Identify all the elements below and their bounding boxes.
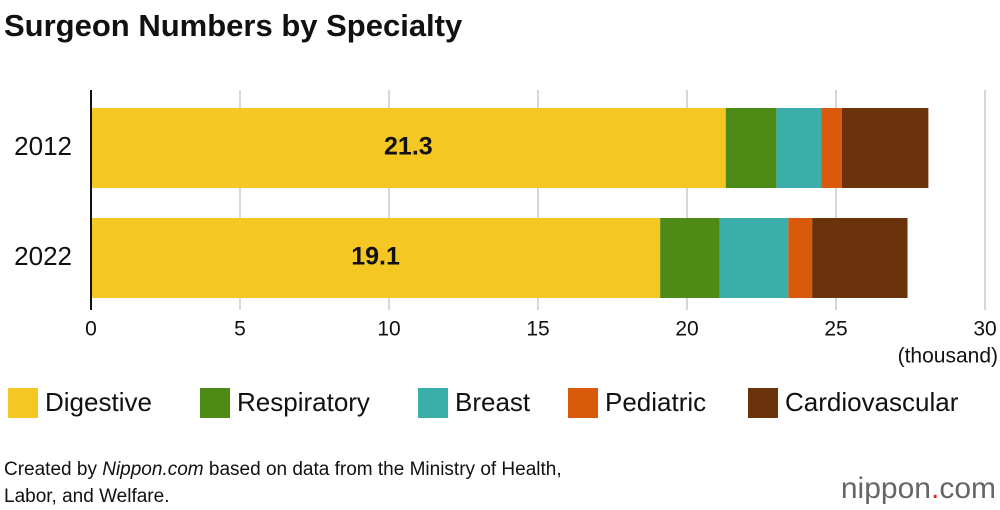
logo-tld: com (939, 472, 996, 505)
data-label: 21.3 (384, 133, 433, 161)
legend-swatch (200, 388, 230, 418)
y-tick-label: 2022 (14, 241, 72, 271)
axis-unit: (thousand) (898, 345, 998, 368)
bar-segment (821, 108, 842, 188)
legend-swatch (8, 388, 38, 418)
bar-segment (725, 108, 777, 188)
bar-segment (660, 218, 720, 298)
bar-segment (719, 218, 789, 298)
legend-label: Pediatric (605, 387, 706, 417)
source-text: based on data from the Ministry of Healt… (204, 459, 562, 480)
x-tick-label: 0 (85, 318, 97, 341)
bar-segment (91, 218, 661, 298)
legend-label: Cardiovascular (785, 387, 959, 417)
source-text: Created by (4, 459, 102, 480)
chart-title: Surgeon Numbers by Specialty (4, 8, 463, 43)
legend-swatch (748, 388, 778, 418)
source-note: Created by Nippon.com based on data from… (4, 459, 567, 507)
x-tick-label: 10 (377, 318, 400, 341)
x-tick-label: 5 (234, 318, 246, 341)
source-text: Labor, and Welfare. (4, 486, 169, 507)
legend-swatch (418, 388, 448, 418)
bar-segment (776, 108, 822, 188)
legend-label: Respiratory (237, 387, 370, 417)
bar-segment (841, 108, 929, 188)
y-tick-label: 2012 (14, 131, 72, 161)
legend-swatch (568, 388, 598, 418)
logo-name: nippon (841, 472, 931, 505)
x-tick-label: 25 (824, 318, 847, 341)
x-tick-label: 20 (675, 318, 698, 341)
bar-segment (788, 218, 813, 298)
bar-segment (812, 218, 908, 298)
source-site: Nippon.com (102, 459, 203, 480)
logo: nippon.com (841, 472, 996, 505)
legend-label: Digestive (45, 387, 152, 417)
x-tick-label: 15 (526, 318, 549, 341)
bar-segment (91, 108, 726, 188)
legend-label: Breast (455, 387, 531, 417)
data-label: 19.1 (351, 243, 400, 271)
logo-dot: . (931, 472, 939, 505)
x-tick-label: 30 (973, 318, 996, 341)
